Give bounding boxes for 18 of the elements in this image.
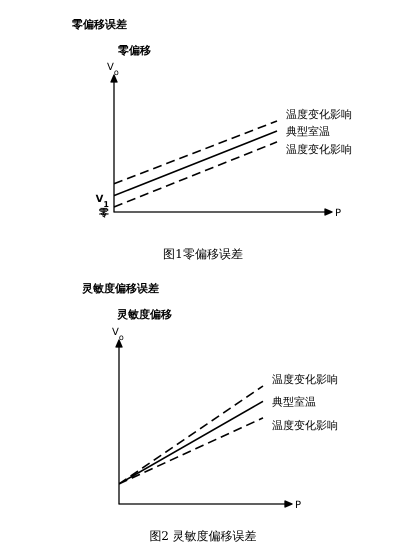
text: 零 [98, 207, 109, 219]
x-axis-title: P [295, 500, 302, 511]
y-axis-title: V$_{o}$ [112, 327, 124, 342]
series-label: 典型室温 [272, 395, 316, 408]
chart-title: 灵敏度偏移误差 [81, 282, 159, 295]
series-label: 温度变化影响 [272, 418, 338, 432]
series-label: 温度变化影响 [286, 142, 352, 156]
series-label: 典型室温 [286, 125, 330, 138]
y-axis-title: V$_{o}$ [107, 62, 119, 76]
text: V$_{1}$ [96, 194, 110, 208]
chart-subtitle: 灵敏度偏移 [116, 308, 172, 321]
chart-title: 零偏移误差 [71, 18, 127, 31]
caption: 图1零偏移误差 [163, 247, 243, 261]
series-label: 温度变化影响 [286, 108, 352, 121]
series-label: 温度变化影响 [272, 373, 338, 386]
caption: 图2 灵敏度偏移误差 [149, 529, 257, 543]
chart-subtitle: 零偏移 [117, 44, 151, 57]
x-axis-title: P [335, 208, 342, 219]
